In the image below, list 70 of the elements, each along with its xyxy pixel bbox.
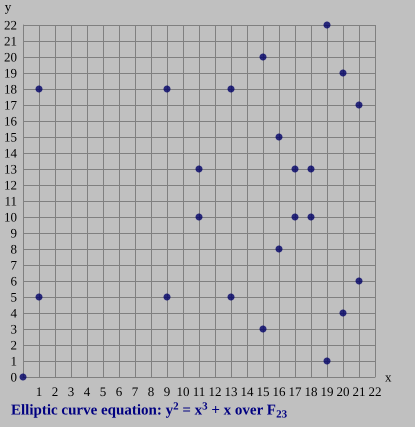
y-tick-label: 21 bbox=[4, 34, 17, 48]
point bbox=[292, 166, 298, 172]
x-tick-label: 15 bbox=[256, 384, 270, 399]
x-tick-label: 8 bbox=[148, 384, 154, 399]
x-tick-label: 16 bbox=[272, 384, 286, 399]
x-tick-label: 14 bbox=[240, 384, 254, 399]
x-tick-label: 5 bbox=[100, 384, 106, 399]
y-tick-label: 2 bbox=[10, 338, 17, 352]
y-tick-label: 6 bbox=[10, 274, 18, 288]
y-tick-label: 17 bbox=[4, 98, 18, 112]
x-tick-label: 4 bbox=[84, 384, 91, 399]
point bbox=[228, 294, 234, 300]
y-tick-label: 7 bbox=[10, 258, 18, 272]
y-tick-label: 13 bbox=[4, 162, 17, 176]
point bbox=[164, 86, 170, 92]
x-axis-title: x bbox=[385, 370, 392, 384]
y-tick-label: 10 bbox=[4, 210, 17, 224]
x-tick-label: 11 bbox=[192, 384, 206, 399]
point bbox=[340, 310, 346, 316]
y-tick-label: 0 bbox=[10, 370, 17, 384]
point bbox=[164, 294, 170, 300]
x-tick-label: 19 bbox=[320, 384, 334, 399]
x-tick-label: 13 bbox=[224, 384, 238, 399]
y-tick-label: 16 bbox=[4, 114, 18, 128]
x-tick-label: 12 bbox=[208, 384, 222, 399]
y-tick-label: 4 bbox=[10, 306, 18, 320]
y-tick-label: 5 bbox=[10, 290, 17, 304]
x-tick-label: 18 bbox=[304, 384, 318, 399]
point bbox=[196, 214, 202, 220]
y-axis-title: y bbox=[4, 0, 12, 14]
point bbox=[308, 166, 314, 172]
point bbox=[356, 102, 362, 108]
y-tick-label: 8 bbox=[10, 242, 17, 256]
x-tick-label: 3 bbox=[68, 384, 74, 399]
x-tick-label: 9 bbox=[164, 384, 170, 399]
point bbox=[260, 54, 266, 60]
y-tick-label: 18 bbox=[4, 82, 17, 96]
point bbox=[276, 134, 282, 140]
x-tick-label: 20 bbox=[336, 384, 350, 399]
x-tick-label: 1 bbox=[36, 384, 42, 399]
point bbox=[196, 166, 202, 172]
x-tick-label: 22 bbox=[368, 384, 382, 399]
x-tick-label: 10 bbox=[176, 384, 190, 399]
point bbox=[228, 86, 234, 92]
x-tick-label: 2 bbox=[52, 384, 58, 399]
y-tick-label: 11 bbox=[4, 194, 17, 208]
y-tick-label: 14 bbox=[4, 146, 18, 160]
y-tick-label: 15 bbox=[4, 130, 17, 144]
point bbox=[308, 214, 314, 220]
x-tick-label: 7 bbox=[132, 384, 139, 399]
y-tick-label: 22 bbox=[4, 18, 17, 32]
point bbox=[324, 22, 330, 28]
y-tick-label: 19 bbox=[4, 66, 17, 80]
x-tick-label: 17 bbox=[288, 384, 302, 399]
point bbox=[276, 246, 282, 252]
point bbox=[340, 70, 346, 76]
point bbox=[356, 278, 362, 284]
x-tick-label: 6 bbox=[116, 384, 123, 399]
point bbox=[324, 358, 330, 364]
y-tick-label: 1 bbox=[10, 354, 17, 368]
y-tick-label: 20 bbox=[4, 50, 17, 64]
point bbox=[36, 86, 42, 92]
point bbox=[260, 326, 266, 332]
point bbox=[292, 214, 298, 220]
point bbox=[36, 294, 42, 300]
y-tick-label: 12 bbox=[4, 178, 17, 192]
point bbox=[20, 374, 26, 380]
y-tick-label: 3 bbox=[10, 322, 17, 336]
y-tick-label: 9 bbox=[10, 226, 17, 240]
x-tick-label: 21 bbox=[352, 384, 366, 399]
